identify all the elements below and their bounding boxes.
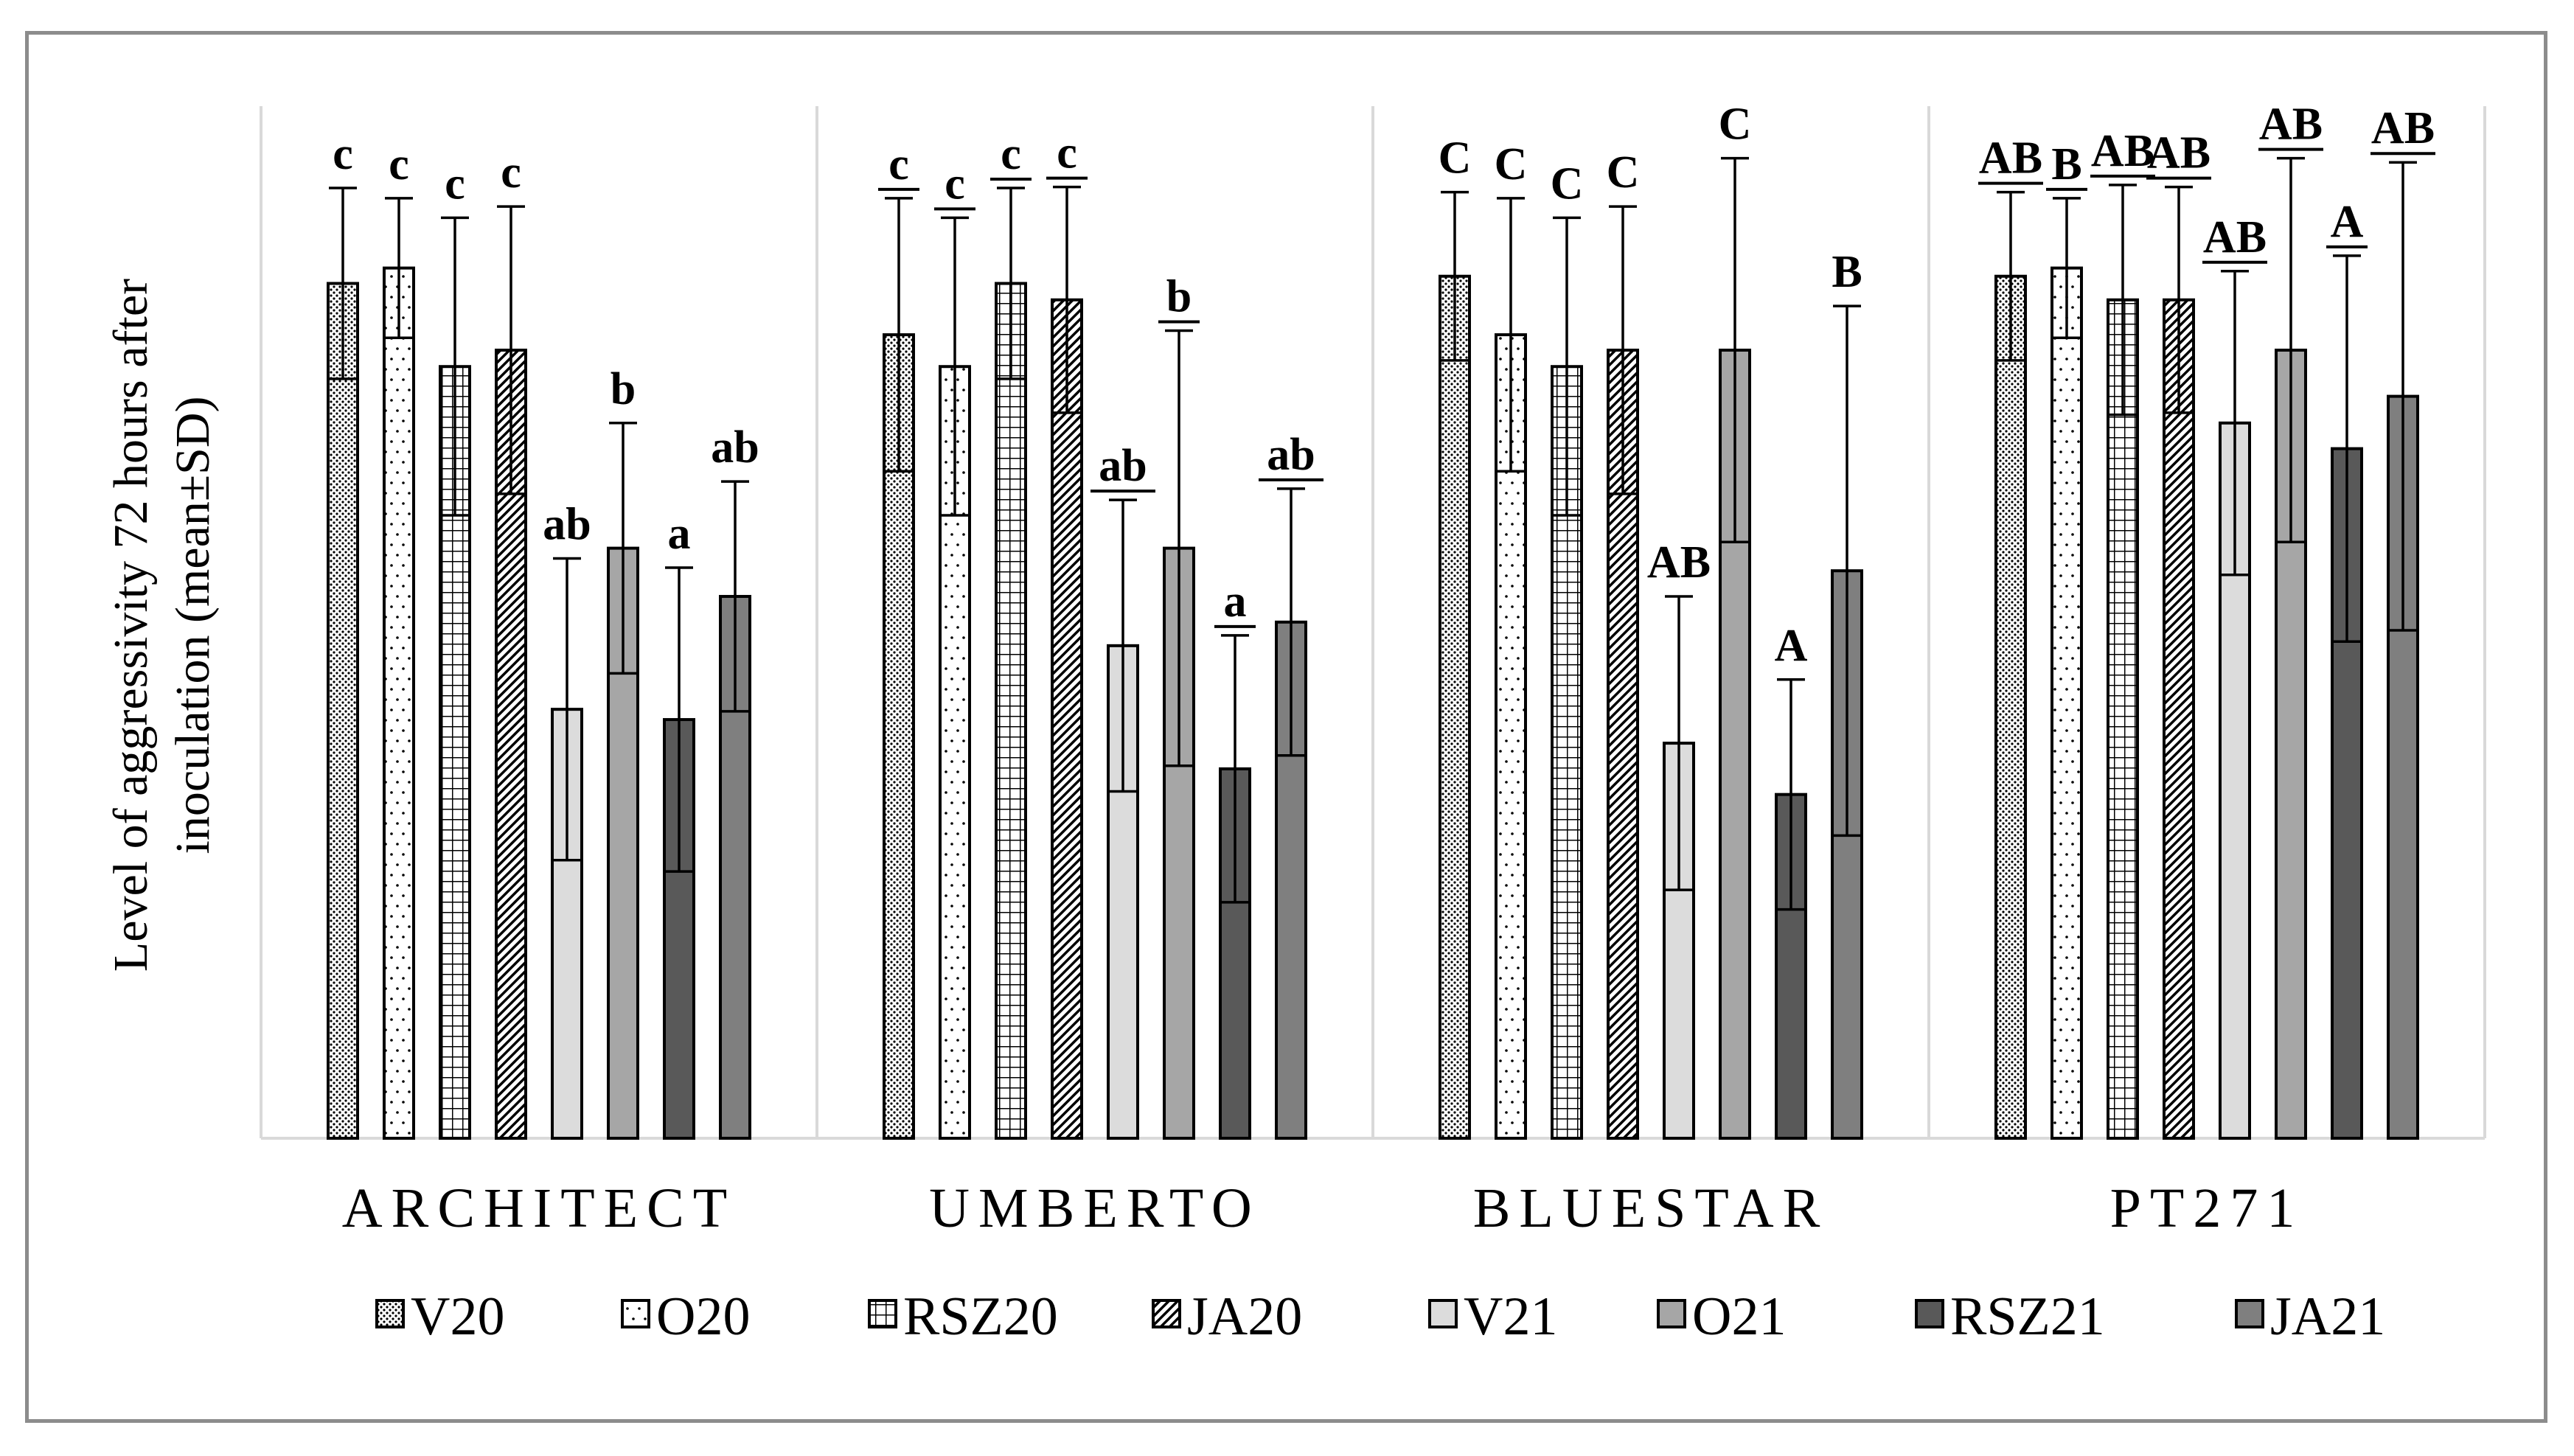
legend-swatch	[375, 1299, 405, 1328]
bar-v20-bluestar	[1439, 274, 1471, 1140]
bar-v20-pt271	[1994, 274, 2027, 1140]
significance-label: AB	[2091, 126, 2154, 176]
significance-label: a	[668, 509, 691, 559]
significance-label: c	[501, 147, 521, 198]
significance-label: ab	[543, 500, 591, 550]
legend-swatch	[1657, 1299, 1686, 1328]
x-tick-label: PT271	[2110, 1177, 2304, 1239]
significance-label: c	[389, 139, 409, 189]
legend-label: V21	[1464, 1286, 1557, 1347]
significance-label: ab	[1267, 430, 1315, 480]
legend-swatch	[621, 1299, 650, 1328]
legend-swatch	[1428, 1299, 1458, 1328]
legend-item-ja20: JA20	[1152, 1286, 1302, 1347]
significance-label: C	[1439, 133, 1472, 184]
legend-item-o21: O21	[1657, 1286, 1786, 1347]
bar-o21-pt271	[2275, 348, 2307, 1140]
legend-label: O20	[656, 1286, 750, 1347]
legend-label: RSZ20	[903, 1286, 1058, 1347]
bar-ja20-pt271	[2163, 298, 2195, 1140]
significance-label: B	[1832, 247, 1862, 297]
bar-ja20-umberto	[1051, 298, 1083, 1140]
legend-item-ja21: JA21	[2235, 1286, 2385, 1347]
legend-label: O21	[1692, 1286, 1786, 1347]
legend-swatch	[1152, 1299, 1181, 1328]
chart-frame: c c c c ab b a ab c c c c ab b a ab C C C C AB C A B AB B AB AB AB AB…	[25, 31, 2547, 1423]
significance-label: C	[1495, 139, 1528, 189]
significance-label: AB	[2147, 128, 2210, 178]
x-tick-label: ARCHITECT	[342, 1177, 736, 1239]
significance-label: AB	[2371, 103, 2435, 153]
significance-label: b	[1166, 271, 1192, 321]
legend-swatch	[2235, 1299, 2264, 1328]
y-axis-label-line: inoculation (mean±SD)	[166, 397, 220, 854]
significance-label: AB	[1647, 537, 1711, 588]
significance-label: AB	[1979, 133, 2042, 184]
bar-o20-architect	[383, 266, 415, 1140]
y-axis-label-line: Level of aggressivity 72 hours after	[104, 279, 158, 972]
bar-rsz20-umberto	[995, 282, 1027, 1140]
significance-label: c	[945, 159, 965, 209]
legend-label: JA20	[1187, 1286, 1302, 1347]
y-axis-label: Level of aggressivity 72 hours after inoc…	[104, 279, 220, 972]
significance-label: C	[1551, 159, 1584, 209]
legend-swatch	[1915, 1299, 1944, 1328]
legend-item-rsz20: RSZ20	[868, 1286, 1058, 1347]
significance-label: a	[1224, 577, 1247, 627]
legend-label: JA21	[2270, 1286, 2385, 1347]
x-tick-label: UMBERTO	[929, 1177, 1261, 1239]
legend-swatch	[868, 1299, 897, 1328]
significance-label: C	[1719, 100, 1752, 150]
bar-o20-pt271	[2050, 266, 2083, 1140]
significance-label: c	[888, 139, 909, 189]
significance-label: c	[1057, 128, 1077, 178]
significance-label: AB	[2203, 212, 2267, 262]
significance-label: ab	[1099, 441, 1147, 491]
legend-item-v20: V20	[375, 1286, 504, 1347]
significance-label: c	[1001, 129, 1021, 179]
significance-label: AB	[2259, 100, 2323, 150]
legend-item-v21: V21	[1428, 1286, 1557, 1347]
x-tick-label: BLUESTAR	[1473, 1177, 1829, 1239]
significance-label: ab	[711, 422, 759, 473]
legend-label: V20	[411, 1286, 504, 1347]
significance-label: c	[445, 159, 465, 209]
significance-label: C	[1607, 147, 1640, 198]
significance-label: b	[611, 364, 636, 414]
legend-item-o20: O20	[621, 1286, 750, 1347]
legend-label: RSZ21	[1950, 1286, 2105, 1347]
significance-label: c	[333, 129, 353, 179]
bar-rsz20-pt271	[2107, 298, 2139, 1140]
bar-ja21-bluestar	[1831, 569, 1863, 1140]
significance-label: B	[2051, 139, 2081, 189]
bar-v20-architect	[327, 282, 359, 1140]
significance-label: A	[1775, 621, 1808, 671]
significance-label: A	[2331, 197, 2364, 247]
legend-item-rsz21: RSZ21	[1915, 1286, 2105, 1347]
